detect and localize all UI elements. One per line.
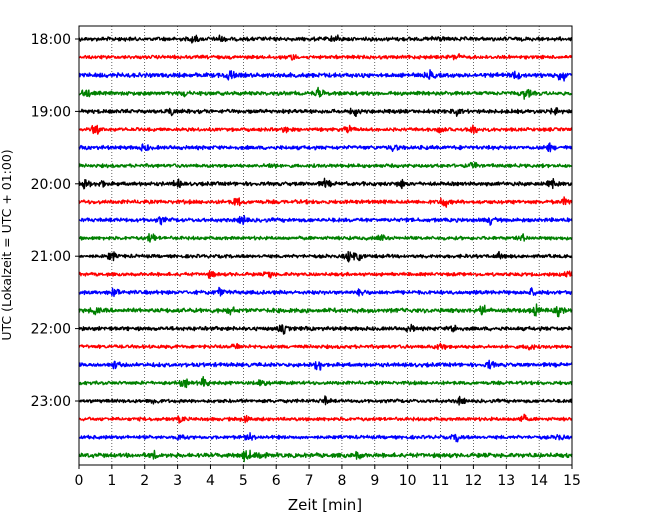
trace-line-2100	[78, 250, 573, 263]
x-tick-label-5: 5	[239, 473, 248, 489]
x-tick-label-4: 4	[206, 473, 215, 489]
y-tick-label-4: 22:00	[31, 322, 71, 338]
trace-line-2200	[78, 323, 573, 335]
x-tick-label-9: 9	[370, 473, 379, 489]
x-tick-label-7: 7	[305, 473, 314, 489]
trace-line-2130	[78, 286, 573, 298]
vertical-gridlines	[111, 26, 540, 465]
x-tick-label-13: 13	[497, 473, 515, 489]
x-axis-ticks: 0 1 2 3 4 5 6 7 8 9 10 11 12 13 14 15	[75, 465, 581, 489]
y-axis-ticks: 18:00 19:00 20:00 21:00 22:00 23:00	[31, 32, 79, 410]
trace-line-2315	[78, 413, 573, 424]
x-tick-label-6: 6	[272, 473, 281, 489]
trace-line-2015	[78, 196, 573, 208]
x-tick-label-11: 11	[432, 473, 450, 489]
x-tick-label-2: 2	[140, 473, 149, 489]
plot-frame	[78, 25, 573, 466]
trace-line-1800	[78, 34, 573, 44]
trace-line-2000	[78, 177, 573, 190]
trace-line-2245	[78, 375, 573, 389]
x-tick-label-14: 14	[530, 473, 548, 489]
trace-line-2330	[78, 432, 573, 443]
y-tick-label-5: 23:00	[31, 394, 71, 410]
y-axis-label: UTC (Lokalzeit = UTC + 01:00)	[0, 149, 14, 340]
trace-line-2345	[78, 449, 573, 463]
trace-line-2300	[78, 395, 573, 406]
trace-line-2215	[78, 342, 573, 351]
trace-line-1830	[78, 69, 573, 82]
trace-lines	[78, 34, 573, 463]
x-tick-label-8: 8	[337, 473, 346, 489]
trace-line-1915	[78, 124, 573, 135]
x-tick-label-0: 0	[75, 473, 84, 489]
x-tick-label-12: 12	[464, 473, 482, 489]
trace-line-1815	[78, 53, 573, 61]
trace-line-1930	[78, 142, 573, 153]
x-tick-label-10: 10	[399, 473, 417, 489]
x-tick-label-3: 3	[173, 473, 182, 489]
x-tick-label-1: 1	[107, 473, 116, 489]
trace-line-2145	[78, 303, 573, 318]
trace-line-2030	[78, 214, 573, 226]
y-tick-label-0: 18:00	[31, 32, 71, 48]
y-tick-label-3: 21:00	[31, 249, 71, 265]
trace-line-1945	[78, 161, 573, 169]
trace-line-2115	[78, 270, 573, 279]
trace-line-2230	[78, 359, 573, 371]
trace-line-2045	[78, 233, 573, 243]
trace-line-1845	[78, 86, 573, 100]
y-tick-label-1: 19:00	[31, 104, 71, 120]
x-tick-label-15: 15	[563, 473, 581, 489]
x-axis-label: Zeit [min]	[288, 496, 362, 514]
y-tick-label-2: 20:00	[31, 177, 71, 193]
trace-line-1900	[78, 107, 573, 117]
